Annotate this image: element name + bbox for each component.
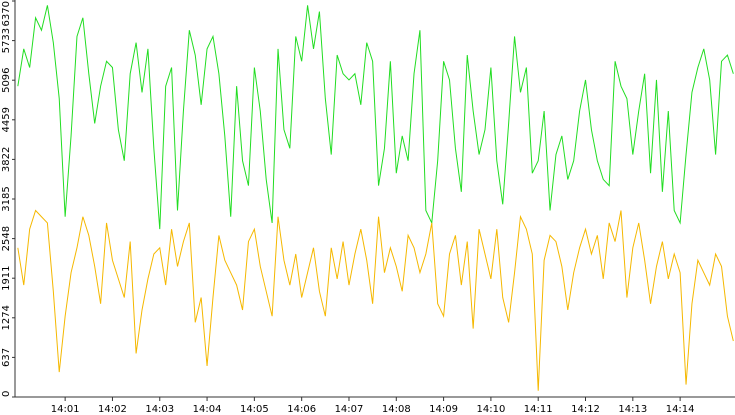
x-tick-label: 14:14 <box>666 404 695 415</box>
y-tick-label: 1911 <box>1 265 12 290</box>
series-line <box>17 5 734 230</box>
x-tick-label: 14:04 <box>193 404 222 415</box>
y-tick-label: 5733 <box>1 28 12 53</box>
x-tick-label: 14:11 <box>524 404 553 415</box>
y-tick-label: 3822 <box>1 147 12 172</box>
y-tick-label: 1274 <box>1 305 12 330</box>
x-tick-label: 14:03 <box>145 404 174 415</box>
y-tick-label: 0 <box>1 391 12 397</box>
y-tick-label: 637 <box>1 348 12 367</box>
x-tick-label: 14:12 <box>571 404 600 415</box>
x-tick-label: 14:06 <box>287 404 316 415</box>
x-tick-label: 14:02 <box>98 404 127 415</box>
x-tick-label: 14:09 <box>429 404 458 415</box>
x-tick-label: 14:08 <box>382 404 411 415</box>
x-tick-label: 14:10 <box>476 404 505 415</box>
y-tick-label: 6370 <box>1 1 12 26</box>
x-tick-label: 14:05 <box>240 404 269 415</box>
series-line <box>17 209 734 391</box>
y-tick-label: 5096 <box>1 67 12 92</box>
y-tick-label: 2548 <box>1 226 12 251</box>
y-tick-label: 4459 <box>1 107 12 132</box>
x-tick-label: 14:13 <box>618 404 647 415</box>
x-tick-label: 14:01 <box>51 404 80 415</box>
x-tick-label: 14:07 <box>335 404 364 415</box>
y-tick-label: 3185 <box>1 186 12 211</box>
